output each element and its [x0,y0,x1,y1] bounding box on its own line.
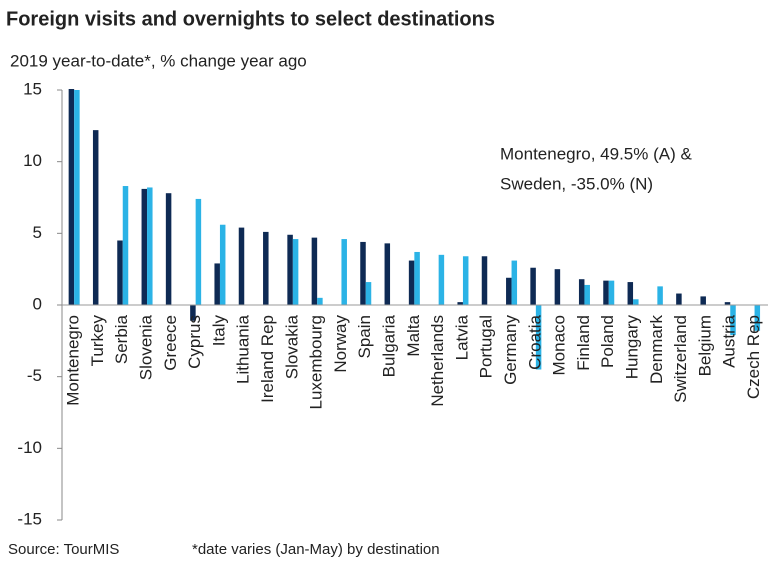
bar [219,224,226,305]
x-tick-label: Latvia [452,314,471,360]
bar [384,243,391,305]
bar [311,237,318,305]
bar [408,260,415,305]
chart-title: Foreign visits and overnights to select … [6,8,495,30]
x-tick-label: Croatia [525,314,544,369]
footnote: *date varies (Jan-May) by destination [192,541,440,558]
bar [481,256,488,305]
x-tick-label: Belgium [695,315,714,376]
y-tick-label: 0 [33,294,42,313]
y-tick-label: 5 [33,223,42,242]
bar [535,305,542,370]
bar [627,282,634,305]
y-tick-label: -5 [27,366,42,385]
x-tick-label: Spain [355,315,374,358]
bar [141,188,148,305]
bar [165,193,172,305]
bar [238,227,245,305]
y-tick-label: 15 [23,79,42,98]
bar [462,256,469,305]
annotation: Sweden, -35.0% (N) [500,174,653,193]
x-tick-label: Slovakia [282,314,301,379]
bar [657,286,663,305]
bar [633,299,639,305]
bar [754,305,761,331]
x-tick-label: Switzerland [671,315,690,403]
bar [438,254,445,305]
x-tick-label: Portugal [477,315,496,378]
x-tick-label: Czech Rep [744,315,763,399]
bar [287,234,293,305]
bar [414,251,420,305]
x-tick-label: Cyprus [185,315,204,369]
bar [730,305,736,336]
x-tick-label: Greece [161,315,180,371]
x-tick-label: Luxembourg [307,315,326,410]
bar [74,90,80,305]
bar [292,239,299,305]
bar [190,305,196,321]
x-tick-label: Norway [331,315,350,373]
x-tick-label: Poland [598,315,617,368]
bar [584,284,590,305]
annotation: Montenegro, 49.5% (A) & [500,144,692,163]
plot-area [68,89,761,370]
bar [195,198,202,305]
bar [341,239,347,305]
bar [92,130,99,305]
bar [554,269,561,305]
bar [457,302,463,305]
y-tick-label: 10 [23,151,42,170]
x-tick-label: Lithuania [234,314,253,384]
bar [117,240,123,305]
bar [724,302,731,305]
x-tick-label: Finland [574,315,593,371]
x-tick-label: Serbia [112,314,131,364]
chart-subtitle: 2019 year-to-date*, % change year ago [10,51,307,70]
x-tick-label: Malta [404,314,423,356]
bar [603,280,609,305]
x-tick-label: Bulgaria [380,314,399,377]
bar [317,297,323,305]
bar [506,277,512,305]
x-tick-label: Italy [209,315,228,347]
bar [263,231,269,305]
bar [700,296,706,305]
bar [147,187,153,305]
x-tick-label: Netherlands [428,315,447,407]
y-tick-label: -15 [17,509,42,528]
bar [214,263,220,305]
x-tick-label: Germany [501,315,520,385]
y-tick-label: -10 [17,438,42,457]
x-tick-label: Monaco [550,315,569,375]
x-tick-label: Hungary [623,315,642,380]
x-tick-label: Ireland Rep [258,315,277,403]
x-tick-label: Austria [720,314,739,367]
x-tick-label: Turkey [88,315,107,367]
bar [608,280,615,305]
bar [122,186,129,305]
bar [578,279,585,305]
bar [365,282,372,305]
bar [511,260,518,305]
x-tick-label: Slovenia [137,314,156,380]
bar [530,267,536,305]
bar [68,89,75,305]
source: Source: TourMIS [8,541,119,558]
bar [676,293,682,305]
x-tick-label: Denmark [647,315,666,384]
bar [360,241,366,305]
x-tick-label: Montenegro [64,315,83,406]
